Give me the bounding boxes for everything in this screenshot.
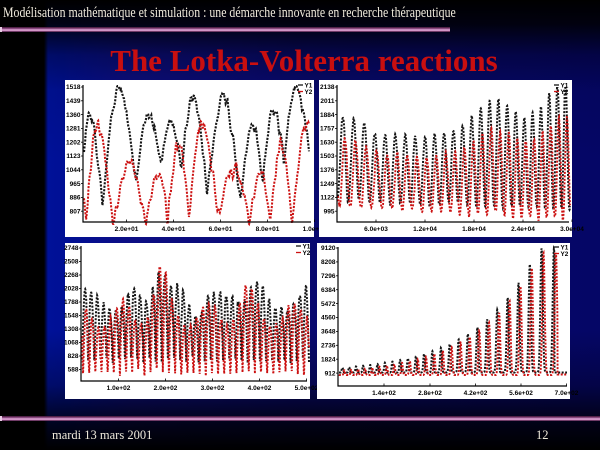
svg-text:1.4e+02: 1.4e+02 bbox=[372, 390, 396, 397]
svg-text:2508: 2508 bbox=[64, 259, 79, 266]
svg-text:Y1: Y1 bbox=[561, 82, 569, 89]
svg-text:1630: 1630 bbox=[320, 139, 335, 146]
svg-text:1884: 1884 bbox=[320, 112, 335, 119]
svg-text:Y2: Y2 bbox=[305, 89, 313, 96]
svg-text:6.0e+03: 6.0e+03 bbox=[364, 226, 388, 233]
svg-text:588: 588 bbox=[68, 367, 79, 374]
svg-text:4.0e+02: 4.0e+02 bbox=[248, 385, 272, 392]
svg-text:1308: 1308 bbox=[64, 326, 79, 333]
svg-text:Y1: Y1 bbox=[305, 82, 313, 89]
svg-text:1.2e+04: 1.2e+04 bbox=[413, 226, 437, 233]
svg-text:6384: 6384 bbox=[321, 287, 336, 294]
svg-text:1439: 1439 bbox=[66, 98, 81, 105]
svg-text:1757: 1757 bbox=[320, 126, 335, 133]
svg-text:4.2e+02: 4.2e+02 bbox=[464, 390, 488, 397]
svg-text:2138: 2138 bbox=[320, 84, 335, 91]
svg-text:8.0e+01: 8.0e+01 bbox=[256, 226, 280, 233]
svg-text:1.0e+02: 1.0e+02 bbox=[107, 385, 131, 392]
svg-text:2268: 2268 bbox=[64, 272, 79, 279]
svg-text:5472: 5472 bbox=[321, 301, 336, 308]
svg-text:1360: 1360 bbox=[66, 112, 81, 119]
svg-text:2748: 2748 bbox=[64, 245, 79, 252]
svg-text:5.0e+02: 5.0e+02 bbox=[295, 385, 319, 392]
svg-text:9120: 9120 bbox=[321, 245, 336, 252]
svg-text:3.0e+02: 3.0e+02 bbox=[201, 385, 225, 392]
svg-text:6.0e+01: 6.0e+01 bbox=[209, 226, 233, 233]
svg-text:1202: 1202 bbox=[66, 139, 81, 146]
svg-text:1.0e+02: 1.0e+02 bbox=[303, 226, 327, 233]
svg-text:1249: 1249 bbox=[320, 181, 335, 188]
svg-text:5.6e+02: 5.6e+02 bbox=[509, 390, 533, 397]
svg-text:995: 995 bbox=[324, 208, 335, 215]
svg-text:4.0e+01: 4.0e+01 bbox=[162, 226, 186, 233]
svg-text:1518: 1518 bbox=[66, 84, 81, 91]
svg-text:2.0e+01: 2.0e+01 bbox=[115, 226, 139, 233]
svg-text:1788: 1788 bbox=[64, 299, 79, 306]
svg-text:7.0e+02: 7.0e+02 bbox=[555, 390, 579, 397]
svg-text:1122: 1122 bbox=[320, 195, 334, 202]
svg-text:1503: 1503 bbox=[320, 153, 335, 160]
svg-text:Y2: Y2 bbox=[561, 89, 569, 96]
svg-text:2.0e+02: 2.0e+02 bbox=[154, 385, 178, 392]
svg-text:2011: 2011 bbox=[320, 98, 334, 105]
svg-text:4560: 4560 bbox=[321, 315, 336, 322]
svg-text:2.8e+02: 2.8e+02 bbox=[418, 390, 442, 397]
svg-text:3648: 3648 bbox=[321, 329, 336, 336]
svg-text:2.4e+04: 2.4e+04 bbox=[511, 226, 535, 233]
svg-text:1548: 1548 bbox=[64, 313, 79, 320]
svg-text:2736: 2736 bbox=[321, 343, 336, 350]
svg-text:2028: 2028 bbox=[64, 286, 79, 293]
svg-text:1.8e+04: 1.8e+04 bbox=[462, 226, 486, 233]
svg-text:1044: 1044 bbox=[66, 167, 81, 174]
svg-text:Y1: Y1 bbox=[561, 244, 569, 251]
svg-text:7296: 7296 bbox=[321, 273, 336, 280]
svg-text:1123: 1123 bbox=[66, 153, 80, 160]
svg-text:Y2: Y2 bbox=[561, 251, 569, 258]
svg-text:Y2: Y2 bbox=[303, 250, 311, 257]
svg-text:Y1: Y1 bbox=[303, 243, 311, 250]
svg-text:3.0e+04: 3.0e+04 bbox=[560, 226, 584, 233]
svg-text:886: 886 bbox=[70, 195, 81, 202]
svg-text:1281: 1281 bbox=[66, 126, 81, 133]
svg-text:807: 807 bbox=[70, 208, 81, 215]
svg-text:1068: 1068 bbox=[64, 340, 79, 347]
svg-text:8208: 8208 bbox=[321, 259, 336, 266]
svg-text:1376: 1376 bbox=[320, 167, 335, 174]
svg-text:965: 965 bbox=[70, 181, 81, 188]
svg-text:912: 912 bbox=[325, 370, 336, 377]
svg-text:828: 828 bbox=[68, 353, 79, 360]
svg-text:1824: 1824 bbox=[321, 356, 336, 363]
